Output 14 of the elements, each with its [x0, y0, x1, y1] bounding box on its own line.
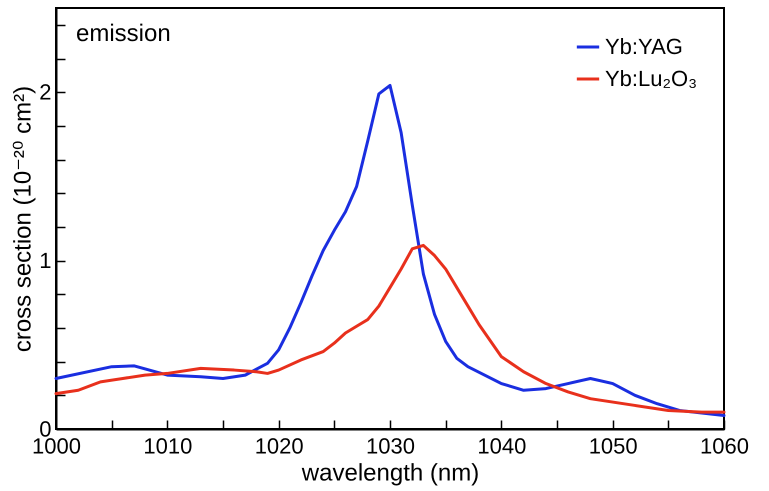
- x-tick-label: 1040: [477, 434, 526, 458]
- x-tick-label: 1050: [588, 434, 638, 458]
- y-tick-label: 2: [39, 80, 52, 105]
- annotation: emission: [76, 20, 171, 47]
- y-axis-title: cross section (10⁻²⁰ cm²): [9, 86, 36, 352]
- legend-label: Yb:YAG: [605, 34, 683, 59]
- x-tick-label: 1010: [143, 434, 192, 458]
- x-tick-label: 1030: [366, 434, 415, 458]
- y-tick-label: 1: [39, 248, 52, 274]
- x-tick-label: 1020: [254, 434, 304, 458]
- line-series: [54, 244, 726, 414]
- x-tick-label: 1060: [700, 434, 749, 458]
- x-axis-title: wavelength (nm): [300, 460, 480, 486]
- legend-label: Yb:Lu₂O₃: [605, 66, 698, 91]
